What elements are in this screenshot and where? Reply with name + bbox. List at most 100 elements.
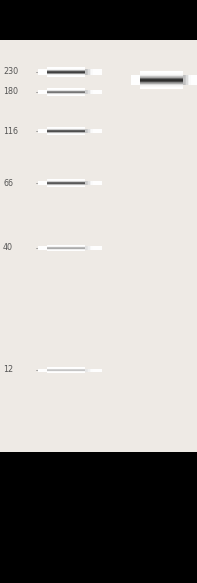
Bar — [43, 181, 47, 185]
Bar — [91, 69, 98, 75]
Bar — [140, 79, 183, 80]
Bar — [41, 368, 47, 371]
Bar — [44, 69, 47, 75]
Bar — [131, 75, 140, 85]
Bar — [38, 368, 47, 371]
Bar — [88, 90, 93, 94]
Bar — [93, 181, 101, 185]
Bar — [85, 90, 86, 94]
Bar — [46, 129, 47, 134]
Bar — [38, 69, 47, 75]
Bar — [91, 129, 98, 134]
Text: -EIF4G1: -EIF4G1 — [185, 76, 197, 85]
Bar — [140, 87, 183, 88]
Bar — [44, 129, 47, 134]
Bar — [91, 181, 98, 185]
Bar — [38, 90, 47, 94]
Bar — [46, 368, 47, 371]
Bar — [40, 90, 47, 94]
Bar — [91, 90, 98, 94]
Text: 116: 116 — [3, 127, 18, 135]
Bar — [40, 246, 47, 250]
Bar — [140, 74, 183, 75]
Bar — [188, 75, 193, 85]
Bar — [91, 368, 98, 371]
Bar — [89, 90, 96, 94]
Bar — [185, 75, 188, 85]
Bar — [89, 368, 96, 371]
Bar — [137, 75, 140, 85]
Bar — [134, 75, 140, 85]
Bar — [43, 90, 47, 94]
Bar — [140, 88, 183, 89]
Text: 180: 180 — [3, 87, 18, 97]
Bar — [140, 80, 183, 81]
Bar — [85, 69, 86, 75]
Bar — [140, 86, 183, 87]
Bar — [43, 246, 47, 250]
Bar — [86, 181, 89, 185]
Bar — [44, 368, 47, 371]
Bar — [140, 76, 183, 77]
Bar — [44, 246, 47, 250]
Bar — [40, 368, 47, 371]
Bar — [86, 246, 89, 250]
Bar — [140, 82, 183, 83]
Bar — [186, 75, 190, 85]
Bar — [88, 129, 93, 134]
Bar — [38, 246, 47, 250]
Bar — [140, 72, 183, 73]
Bar — [43, 69, 47, 75]
Bar — [88, 368, 93, 371]
Bar — [86, 368, 89, 371]
Bar — [140, 71, 183, 72]
Bar — [88, 181, 93, 185]
Bar — [85, 368, 86, 371]
Bar — [88, 69, 93, 75]
Bar — [0, 40, 197, 452]
Bar — [89, 129, 96, 134]
Bar — [133, 75, 140, 85]
Bar — [140, 85, 183, 86]
Bar — [38, 129, 47, 134]
Bar — [190, 75, 197, 85]
Bar — [88, 246, 93, 250]
Bar — [140, 84, 183, 85]
Bar — [93, 69, 101, 75]
Bar — [40, 129, 47, 134]
Bar — [140, 83, 183, 84]
Bar — [44, 181, 47, 185]
Bar — [189, 75, 196, 85]
Bar — [85, 129, 86, 134]
Bar — [136, 75, 140, 85]
Text: 12: 12 — [3, 366, 13, 374]
Text: 40: 40 — [3, 244, 13, 252]
Bar — [43, 368, 47, 371]
Bar — [85, 246, 86, 250]
Bar — [40, 69, 47, 75]
Bar — [86, 90, 89, 94]
Bar — [89, 69, 96, 75]
Bar — [86, 69, 89, 75]
Bar — [85, 181, 86, 185]
Bar — [183, 75, 185, 85]
Bar — [91, 246, 98, 250]
Bar — [86, 129, 89, 134]
Text: 66: 66 — [3, 178, 13, 188]
Bar — [93, 90, 101, 94]
Bar — [89, 181, 96, 185]
Bar — [46, 181, 47, 185]
Bar — [41, 69, 47, 75]
Bar — [140, 81, 183, 82]
Bar — [43, 129, 47, 134]
Bar — [140, 75, 183, 76]
Bar — [46, 246, 47, 250]
Bar — [41, 181, 47, 185]
Bar — [140, 73, 183, 74]
Bar — [41, 129, 47, 134]
Bar — [93, 368, 101, 371]
Bar — [140, 77, 183, 78]
Bar — [138, 75, 140, 85]
Bar — [38, 181, 47, 185]
Bar — [93, 246, 101, 250]
